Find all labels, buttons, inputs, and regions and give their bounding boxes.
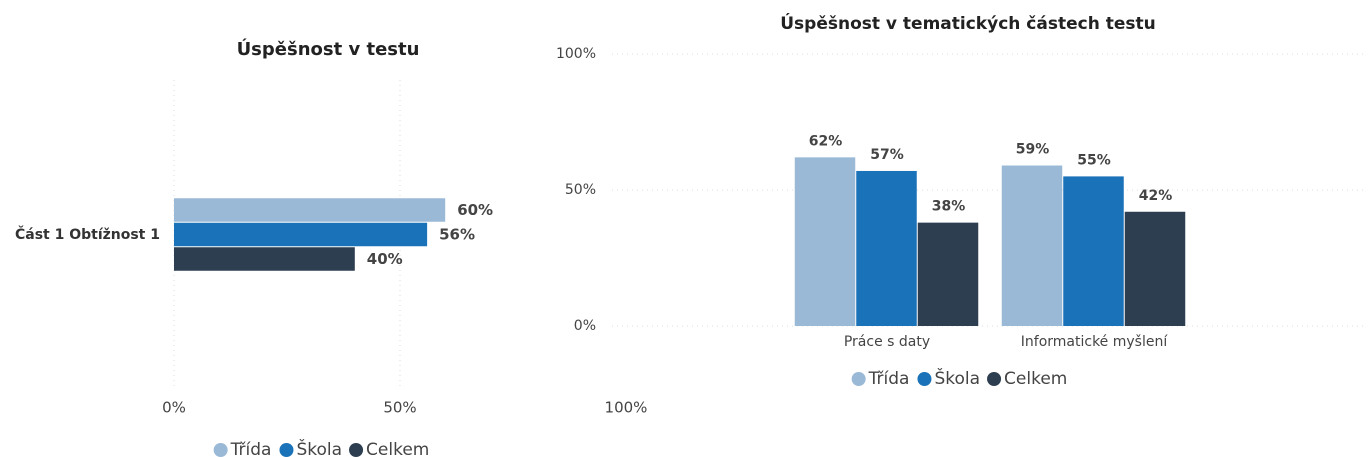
bar xyxy=(174,222,428,247)
legend-marker xyxy=(917,372,932,386)
panel xyxy=(600,0,1368,400)
x-tick-label: 50% xyxy=(383,399,416,417)
y-tick-label: 50% xyxy=(565,182,596,198)
value-label: 60% xyxy=(457,201,493,219)
bar xyxy=(1063,176,1124,326)
bar xyxy=(174,198,446,222)
legend-marker xyxy=(349,443,364,457)
bar xyxy=(1124,211,1186,326)
value-label: 57% xyxy=(870,147,904,163)
legend-marker xyxy=(213,443,228,457)
chart-title: Úspěšnost v testu xyxy=(237,38,420,60)
value-label: 55% xyxy=(1077,152,1111,168)
legend-marker xyxy=(279,443,294,457)
value-label: 42% xyxy=(1139,188,1173,204)
legend-marker xyxy=(851,372,866,386)
legend: Třída Škola Celkem xyxy=(213,438,429,457)
bar xyxy=(856,170,917,326)
legend: Třída Škola Celkem xyxy=(851,367,1067,389)
bar xyxy=(794,157,856,326)
x-tick-label: 100% xyxy=(605,399,648,417)
legend-label: Třída xyxy=(868,369,910,389)
bar xyxy=(1001,165,1063,326)
legend-label: Celkem xyxy=(366,440,429,457)
bar xyxy=(174,247,355,271)
y-tick-label: 0% xyxy=(574,318,596,334)
x-tick-label: 0% xyxy=(162,399,186,417)
legend-label: Škola xyxy=(934,367,980,389)
value-label: 40% xyxy=(367,250,403,268)
x-tick-label: Práce s daty xyxy=(844,334,930,350)
chart-title: Úspěšnost v tematických částech testu xyxy=(780,12,1155,34)
legend-label: Celkem xyxy=(1004,369,1067,389)
y-tick-label: 100% xyxy=(556,46,596,62)
value-label: 38% xyxy=(932,199,966,215)
value-label: 59% xyxy=(1016,142,1050,158)
legend-label: Třída xyxy=(230,440,272,457)
legend-label: Škola xyxy=(296,438,342,457)
legend-marker xyxy=(987,372,1002,386)
bar xyxy=(917,222,979,326)
y-tick-label: Část 1 Obtížnost 1 xyxy=(15,225,160,243)
value-label: 56% xyxy=(439,226,475,244)
x-tick-label: Informatické myšlení xyxy=(1021,334,1169,350)
value-label: 62% xyxy=(809,133,843,149)
